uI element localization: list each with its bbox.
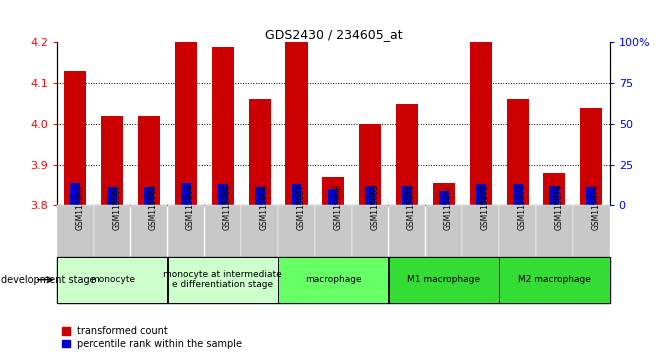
Bar: [255, 187, 265, 205]
Bar: [285, 42, 308, 205]
Bar: [94, 205, 131, 257]
Bar: [476, 184, 486, 205]
Bar: [549, 186, 559, 205]
Text: GSM115075: GSM115075: [591, 184, 600, 230]
Text: GSM115071: GSM115071: [444, 184, 453, 230]
Bar: [470, 42, 492, 205]
Bar: [536, 205, 573, 257]
Bar: [64, 71, 86, 205]
Bar: [322, 177, 344, 205]
Bar: [204, 205, 241, 257]
Text: M2 macrophage: M2 macrophage: [518, 275, 591, 284]
Bar: [507, 99, 529, 205]
Text: GSM115070: GSM115070: [407, 184, 416, 230]
Text: GSM115066: GSM115066: [260, 184, 269, 230]
Bar: [425, 205, 462, 257]
Text: GSM115062: GSM115062: [112, 184, 121, 230]
Bar: [586, 187, 596, 205]
Legend: transformed count, percentile rank within the sample: transformed count, percentile rank withi…: [62, 326, 243, 349]
Bar: [175, 42, 197, 205]
Bar: [328, 189, 338, 205]
Text: GSM115074: GSM115074: [554, 184, 563, 230]
Text: monocyte: monocyte: [90, 275, 135, 284]
Bar: [389, 205, 425, 257]
Bar: [359, 124, 381, 205]
Text: GSM115073: GSM115073: [518, 184, 527, 230]
Text: macrophage: macrophage: [305, 275, 362, 284]
Text: GSM115068: GSM115068: [334, 184, 342, 230]
Text: GSM115064: GSM115064: [186, 184, 195, 230]
Bar: [212, 47, 234, 205]
Bar: [433, 183, 455, 205]
Bar: [352, 205, 389, 257]
Bar: [181, 183, 191, 205]
Text: GSM115063: GSM115063: [149, 184, 158, 230]
Bar: [168, 205, 204, 257]
Text: GSM115061: GSM115061: [75, 184, 84, 230]
Text: M1 macrophage: M1 macrophage: [407, 275, 480, 284]
Text: GSM115072: GSM115072: [481, 184, 490, 230]
Bar: [396, 104, 418, 205]
Bar: [543, 173, 565, 205]
Bar: [131, 205, 168, 257]
Bar: [70, 183, 80, 205]
Bar: [249, 99, 271, 205]
Bar: [218, 184, 228, 205]
Bar: [365, 186, 375, 205]
Bar: [462, 205, 499, 257]
Bar: [107, 187, 117, 205]
Bar: [499, 257, 610, 303]
Title: GDS2430 / 234605_at: GDS2430 / 234605_at: [265, 28, 402, 41]
Bar: [278, 257, 389, 303]
Bar: [573, 205, 610, 257]
Bar: [315, 205, 352, 257]
Text: development stage: development stage: [1, 275, 96, 285]
Text: monocyte at intermediate
e differentiation stage: monocyte at intermediate e differentiati…: [163, 270, 282, 289]
Bar: [168, 257, 278, 303]
Bar: [291, 184, 302, 205]
Text: GSM115065: GSM115065: [222, 184, 232, 230]
Bar: [57, 257, 168, 303]
Bar: [499, 205, 536, 257]
Bar: [439, 191, 449, 205]
Bar: [241, 205, 278, 257]
Bar: [101, 116, 123, 205]
Bar: [580, 108, 602, 205]
Bar: [57, 205, 94, 257]
Bar: [144, 187, 154, 205]
Bar: [278, 205, 315, 257]
Text: GSM115069: GSM115069: [370, 184, 379, 230]
Bar: [513, 184, 523, 205]
Bar: [402, 186, 412, 205]
Bar: [138, 116, 160, 205]
Bar: [389, 257, 499, 303]
Text: GSM115067: GSM115067: [297, 184, 306, 230]
